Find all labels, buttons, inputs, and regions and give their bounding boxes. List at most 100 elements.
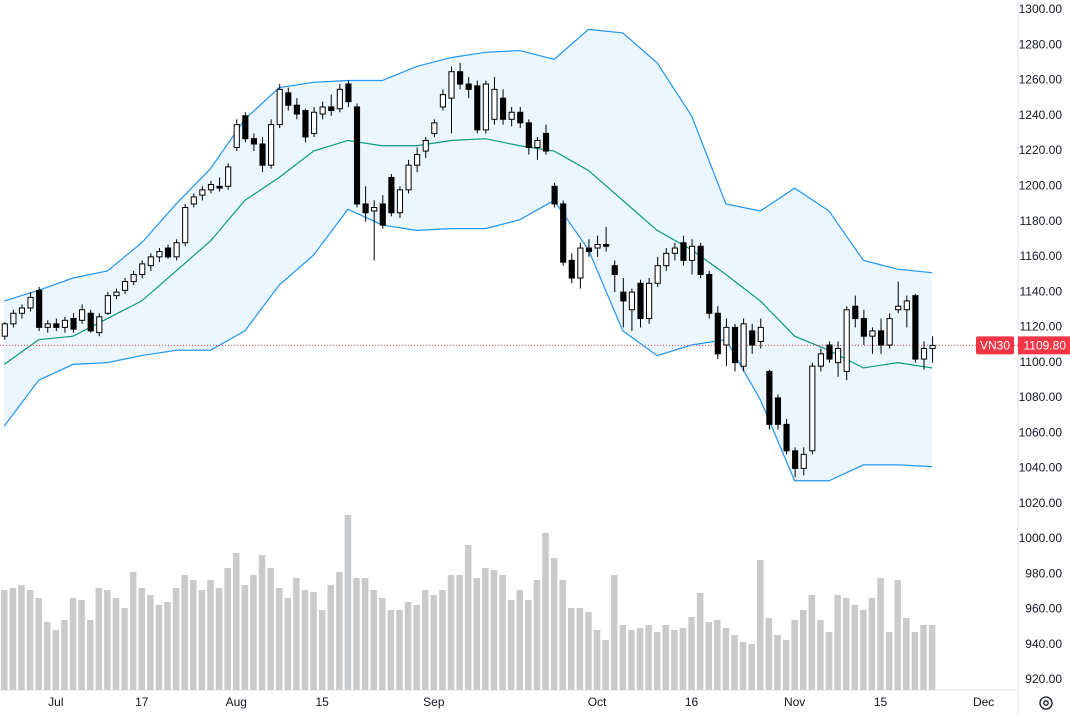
candle-body — [508, 111, 515, 120]
candle-body — [826, 344, 833, 360]
candle-body — [353, 106, 361, 205]
volume-bar — [817, 620, 824, 690]
candle-body — [646, 282, 653, 320]
candle-body — [551, 185, 558, 205]
candle-body — [835, 348, 842, 364]
x-tick-label: Sep — [423, 695, 445, 709]
candle-body — [44, 323, 51, 328]
volume-bar — [696, 593, 704, 690]
volume-bar — [336, 572, 343, 690]
volume-bar — [318, 610, 326, 690]
candle-body — [723, 326, 730, 346]
volume-bar — [430, 595, 438, 690]
candle-body — [113, 291, 120, 297]
volume-bar — [499, 575, 506, 690]
volume-bar — [284, 598, 292, 690]
last-price-label: 1109.80 — [1024, 339, 1067, 353]
candle-body — [130, 273, 137, 283]
volume-bar — [43, 622, 51, 690]
candle-body — [903, 300, 910, 311]
volume-bar — [9, 588, 17, 690]
y-tick-label: 1200.00 — [1019, 178, 1063, 192]
symbol-label: VN30 — [980, 339, 1010, 353]
y-tick-label: 1300.00 — [1019, 2, 1063, 16]
volume-bar — [628, 630, 635, 690]
x-tick-label: Oct — [588, 695, 607, 709]
candle-body — [611, 265, 618, 275]
volume-bar — [190, 580, 197, 690]
x-tick-label: Dec — [973, 695, 994, 709]
gear-inner[interactable] — [1043, 700, 1049, 706]
candle-body — [319, 106, 326, 115]
volume-bar — [258, 555, 266, 690]
volume-bar — [714, 620, 721, 690]
band-middle — [3, 138, 933, 369]
candle-body — [534, 139, 541, 149]
candle-body — [766, 370, 773, 425]
volume-bar — [69, 598, 77, 690]
candle-body — [757, 326, 764, 342]
volume-bar — [679, 628, 687, 690]
volume-bar — [387, 610, 395, 690]
candle-body — [895, 305, 902, 311]
y-tick-label: 1040.00 — [1019, 461, 1063, 475]
volume-bar — [370, 590, 377, 690]
candle-body — [603, 244, 610, 247]
candle-body — [869, 330, 876, 337]
candle-body — [448, 71, 455, 99]
candle-body — [121, 281, 129, 291]
volume-bar — [550, 558, 558, 690]
volume-bar — [121, 608, 128, 690]
volume-bar — [688, 617, 695, 690]
volume-bar — [705, 622, 712, 690]
y-tick-label: 1260.00 — [1019, 73, 1063, 87]
volume-bar — [507, 600, 515, 690]
candle-body — [843, 309, 850, 372]
candle-body — [860, 318, 867, 337]
candle-body — [285, 92, 292, 106]
x-tick-label: 15 — [315, 695, 329, 709]
candle-body — [61, 319, 69, 328]
candle-body — [371, 206, 378, 212]
candle-body — [53, 323, 60, 328]
volume-bar — [533, 580, 541, 690]
volume-bar — [671, 630, 678, 690]
candle-body — [293, 104, 300, 115]
gear-outer[interactable] — [1039, 696, 1053, 710]
volume-bar — [26, 590, 34, 690]
y-tick-label: 1140.00 — [1020, 284, 1063, 298]
candle-body — [465, 83, 472, 90]
candle-body — [225, 166, 232, 187]
volume-bar — [602, 640, 609, 690]
y-tick-label: 940.00 — [1025, 637, 1062, 651]
volume-bar — [439, 590, 446, 690]
candle-body — [405, 164, 412, 191]
candle-body — [749, 330, 756, 346]
volume-bar — [482, 568, 489, 690]
volume-bar — [593, 630, 601, 690]
y-tick-label: 980.00 — [1025, 566, 1062, 580]
volume-bar — [232, 553, 240, 690]
candle-body — [104, 295, 111, 314]
volume-bar — [413, 605, 420, 690]
volume-bar — [559, 580, 566, 690]
volume-bar — [215, 588, 223, 690]
volume-bar — [653, 632, 661, 690]
settings-icon[interactable] — [1039, 696, 1053, 710]
volume-bar — [35, 598, 42, 690]
candles — [1, 62, 936, 478]
candle-body — [182, 206, 189, 244]
y-tick-label: 960.00 — [1025, 602, 1062, 616]
y-tick-label: 1280.00 — [1019, 37, 1063, 51]
candle-body — [577, 247, 584, 279]
volume-bar — [585, 612, 592, 690]
candle-body — [817, 353, 824, 367]
candle-body — [929, 344, 936, 350]
volume-bar — [396, 610, 403, 690]
volume-bar — [353, 578, 360, 690]
volume-bar — [903, 618, 910, 690]
volume-bar — [129, 572, 137, 690]
volume-bar — [825, 632, 833, 690]
volume-bar — [576, 608, 584, 690]
symbol-tag — [976, 336, 1014, 355]
